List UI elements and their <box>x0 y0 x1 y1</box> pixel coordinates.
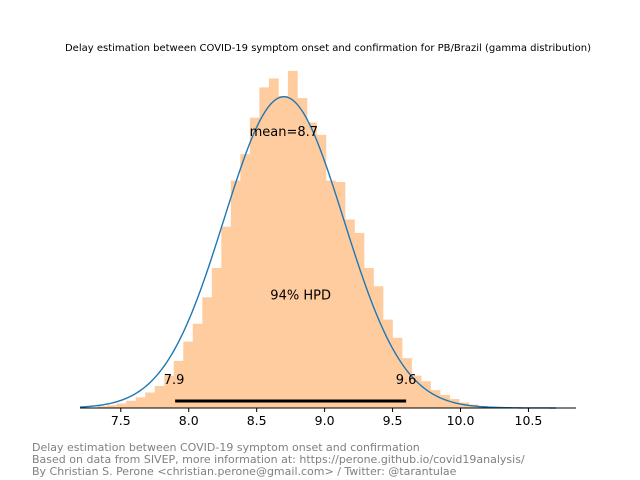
histogram-bar <box>411 375 422 408</box>
histogram-bar <box>297 98 308 408</box>
hpd-low-label: 7.9 <box>164 373 185 388</box>
histogram-bar <box>278 95 289 408</box>
histogram-bar <box>192 323 203 408</box>
histogram-bar <box>173 360 184 408</box>
histogram-bar <box>344 219 355 408</box>
histogram-bar <box>230 180 241 408</box>
histogram-bar <box>325 180 336 408</box>
x-tick-label: 10.0 <box>447 413 475 428</box>
histogram-bar <box>268 78 279 408</box>
histogram-bar <box>259 87 270 408</box>
histogram-bar <box>383 319 393 408</box>
chart-title: Delay estimation between COVID-19 sympto… <box>65 43 591 54</box>
footer-line: By Christian S. Perone <christian.perone… <box>32 465 457 478</box>
hpd-annotation: 94% HPD <box>270 289 331 304</box>
histogram-bar <box>287 70 298 408</box>
histogram-bar <box>183 341 194 408</box>
histogram-bar <box>240 154 251 408</box>
histogram-bar <box>145 392 156 408</box>
histogram-bars <box>97 70 507 408</box>
histogram-bar <box>306 122 317 408</box>
x-tick-label: 8.5 <box>247 413 267 428</box>
footer-credits: Delay estimation between COVID-19 sympto… <box>32 442 525 478</box>
histogram-bar <box>211 267 222 408</box>
x-tick-label: 9.0 <box>315 413 335 428</box>
histogram-bar <box>364 267 374 408</box>
histogram-bar <box>421 381 431 408</box>
histogram-bar <box>392 337 403 408</box>
histogram-bar <box>107 405 117 408</box>
footer-line: Delay estimation between COVID-19 sympto… <box>32 441 420 454</box>
hpd-high-label: 9.6 <box>396 373 417 388</box>
histogram-bar <box>135 397 146 408</box>
histogram-bar <box>316 134 327 408</box>
histogram-bar <box>449 399 460 408</box>
histogram-bar <box>202 297 213 408</box>
histogram-bar <box>221 226 232 408</box>
histogram-bar <box>249 117 260 408</box>
x-tick-label: 7.5 <box>111 413 131 428</box>
histogram-bar <box>126 400 137 408</box>
x-tick-label: 8.0 <box>179 413 199 428</box>
mean-annotation: mean=8.7 <box>250 125 318 140</box>
histogram-bar <box>97 406 108 408</box>
histogram-bar <box>335 181 346 408</box>
histogram-bar <box>440 394 450 408</box>
footer-line: Based on data from SIVEP, more informati… <box>32 453 525 466</box>
histogram-bar <box>430 390 441 408</box>
histogram-bar <box>116 403 127 408</box>
x-tick-label: 10.5 <box>515 413 543 428</box>
histogram-bar <box>154 385 165 408</box>
histogram-bar <box>164 375 175 408</box>
histogram-bar <box>402 358 412 408</box>
histogram-bar <box>354 232 365 408</box>
histogram-bar <box>373 286 384 408</box>
x-tick-label: 9.5 <box>383 413 403 428</box>
x-axis-ticks: 7.5 8.0 8.5 9.0 9.5 10.0 10.5 <box>111 408 543 428</box>
density-curve <box>79 95 556 409</box>
